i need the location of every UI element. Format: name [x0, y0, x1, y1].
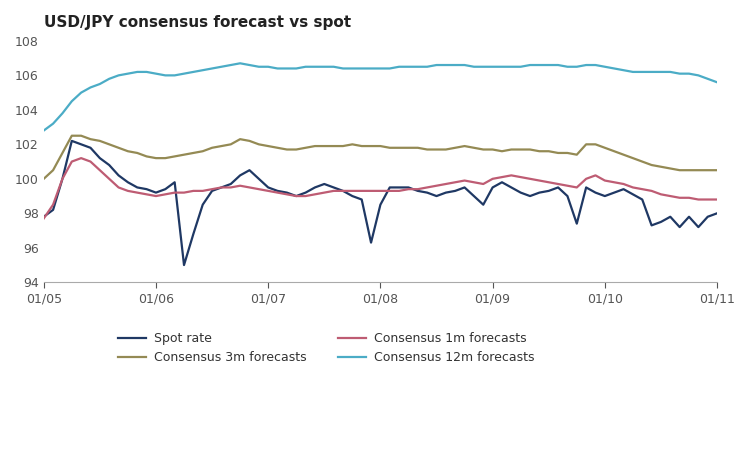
- Consensus 3m forecasts: [610, 149, 619, 154]
- Text: USD/JPY consensus forecast vs spot: USD/JPY consensus forecast vs spot: [44, 15, 351, 30]
- Consensus 3m forecasts: [68, 133, 76, 138]
- Spot rate: [712, 211, 722, 216]
- Spot rate: [619, 187, 628, 192]
- Spot rate: [208, 188, 217, 194]
- Consensus 1m forecasts: [628, 185, 638, 190]
- Legend: Spot rate, Consensus 3m forecasts, Consensus 1m forecasts, Consensus 12m forecas: Spot rate, Consensus 3m forecasts, Conse…: [113, 327, 540, 369]
- Consensus 12m forecasts: [628, 69, 638, 75]
- Consensus 12m forecasts: [189, 69, 198, 75]
- Line: Spot rate: Spot rate: [44, 141, 717, 265]
- Line: Consensus 1m forecasts: Consensus 1m forecasts: [44, 158, 717, 219]
- Consensus 12m forecasts: [273, 66, 282, 71]
- Line: Consensus 3m forecasts: Consensus 3m forecasts: [44, 136, 717, 179]
- Consensus 1m forecasts: [656, 192, 665, 197]
- Consensus 1m forecasts: [273, 190, 282, 195]
- Consensus 3m forecasts: [39, 176, 48, 181]
- Consensus 3m forecasts: [273, 145, 282, 150]
- Spot rate: [666, 214, 675, 219]
- Consensus 1m forecasts: [39, 216, 48, 221]
- Consensus 12m forecasts: [610, 66, 619, 71]
- Consensus 1m forecasts: [198, 188, 207, 194]
- Spot rate: [283, 190, 292, 195]
- Consensus 3m forecasts: [628, 156, 638, 161]
- Consensus 3m forecasts: [656, 164, 665, 169]
- Consensus 3m forecasts: [198, 149, 207, 154]
- Spot rate: [68, 138, 76, 144]
- Consensus 12m forecasts: [39, 128, 48, 133]
- Spot rate: [394, 185, 404, 190]
- Spot rate: [179, 262, 188, 268]
- Line: Consensus 12m forecasts: Consensus 12m forecasts: [44, 63, 717, 131]
- Consensus 3m forecasts: [386, 145, 394, 150]
- Consensus 12m forecasts: [386, 66, 394, 71]
- Consensus 1m forecasts: [76, 156, 86, 161]
- Spot rate: [39, 214, 48, 219]
- Consensus 1m forecasts: [712, 197, 722, 202]
- Consensus 12m forecasts: [712, 80, 722, 85]
- Consensus 1m forecasts: [386, 188, 394, 194]
- Consensus 12m forecasts: [236, 61, 244, 66]
- Consensus 1m forecasts: [610, 180, 619, 185]
- Consensus 12m forecasts: [656, 69, 665, 75]
- Consensus 3m forecasts: [712, 168, 722, 173]
- Spot rate: [638, 197, 646, 202]
